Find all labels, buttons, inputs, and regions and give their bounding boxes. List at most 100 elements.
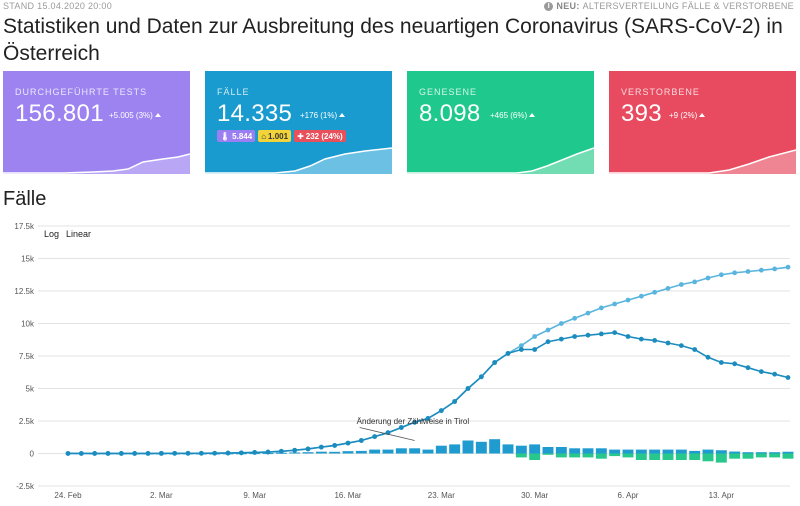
bar-new-cases [555,447,567,454]
bar-new-recovered [635,453,647,460]
active-cases-point [598,331,604,337]
y-tick-label: 7.5k [19,352,35,361]
active-cases-point [65,451,71,456]
total-cases-point [638,293,644,299]
card-recovered-label: GENESENE [419,87,478,97]
total-cases-point [625,297,631,303]
sparkline-tests [3,153,190,174]
bar-new-cases [489,439,501,454]
total-cases-point [572,315,578,321]
bar-new-recovered [742,453,754,459]
active-cases-point [105,451,111,456]
badge-hospital: ✚ 232 (24%) [294,130,346,142]
y-tick-label: 2.5k [19,417,35,426]
card-cases-value: 14.335 [217,100,293,127]
bar-new-recovered [689,453,701,460]
active-cases-point [652,338,658,343]
last-update-text: STAND 15.04.2020 20:00 [3,1,113,11]
bar-new-cases [622,449,634,454]
bar-new-recovered [729,453,741,459]
news-prefix: NEU: [556,1,580,11]
total-cases-point [718,272,724,278]
arrow-up-icon [154,113,161,117]
card-tests-value: 156.801 [15,100,104,127]
cases-badges: 🌡 5.844 ⌂ 1.001 ✚ 232 (24%) [217,130,346,142]
scale-toggle: Log Linear [44,229,91,239]
active-cases-point [145,450,151,456]
home-icon: ⌂ [261,131,267,141]
card-deaths[interactable]: VERSTORBENE 393 +9 (2%) [609,71,796,174]
bar-new-cases [342,451,354,454]
active-cases-point [545,339,551,345]
card-cases[interactable]: FÄLLE 14.335 +176 (1%) 🌡 5.844 ⌂ 1.001 ✚ 23… [205,71,392,174]
bar-new-cases [715,450,727,454]
active-cases-point [745,365,751,371]
active-cases-point [358,438,364,443]
bar-new-cases [635,449,647,454]
y-tick-label: 0 [30,450,35,459]
arrow-up-icon [529,113,536,117]
bar-new-recovered [609,453,621,457]
active-cases-point [572,334,578,339]
bar-new-cases [769,452,781,454]
arrow-up-icon [699,113,706,117]
annotation-text: Änderung der Zählweise in Tirol [357,417,470,426]
bar-new-cases [675,449,687,454]
card-recovered-delta: +465 (6%) [490,111,536,120]
bar-new-recovered [662,453,674,460]
bar-new-cases [369,449,381,454]
total-cases-point [772,266,778,272]
bar-new-cases [475,441,487,454]
active-cases-point [292,447,298,453]
bar-new-cases [609,449,621,454]
info-icon: i [544,1,554,11]
active-cases-point [625,334,631,339]
active-cases-point [172,450,178,456]
total-cases-point [545,327,551,333]
card-tests-label: DURCHGEFÜHRTE TESTS [15,87,148,97]
arrow-up-icon [339,113,346,117]
cases-chart: -2.5k 0 2.5k 5k 7.5k 10k 12.5k 15k 17.5k 24. Feb 2… [0,216,800,506]
active-cases-point [558,336,564,342]
active-cases-point [718,360,724,365]
scale-linear-button[interactable]: Linear [66,229,92,239]
news-link[interactable]: i NEU: ALTERSVERTEILUNG FÄLLE & VERSTORB… [544,1,794,11]
bar-new-recovered [515,453,527,458]
bar-new-cases [315,451,327,454]
bar-new-recovered [715,453,727,463]
active-cases-point [332,443,338,448]
card-recovered[interactable]: GENESENE 8.098 +465 (6%) [407,71,594,174]
bar-new-recovered [542,453,554,455]
bar-new-recovered [755,453,767,458]
bar-new-recovered [622,453,634,458]
active-cases-point [398,425,404,430]
active-cases-point [345,440,351,446]
active-cases-point [412,419,418,425]
x-tick-label: 16. Mar [334,491,361,500]
bar-new-cases [782,451,794,454]
active-cases-line [68,331,789,455]
card-tests[interactable]: DURCHGEFÜHRTE TESTS 156.801 +5.005 (3%) [3,71,190,174]
total-cases-point [532,334,538,339]
active-cases-point [238,450,244,456]
total-cases-point [705,275,711,281]
active-cases-point [252,450,258,455]
active-cases-point [638,336,644,342]
active-cases-point [158,450,164,456]
x-tick-label: 23. Mar [428,491,455,500]
bar-new-cases [449,444,461,454]
card-recovered-value: 8.098 [419,100,481,127]
bar-new-recovered [529,453,541,460]
bar-new-cases [729,451,741,454]
hospital-icon: ✚ [297,131,304,141]
active-cases-point [425,416,431,421]
bar-new-recovered [582,453,594,458]
bar-new-recovered [675,453,687,460]
active-cases-point [185,450,191,456]
active-cases-point [785,375,791,380]
scale-log-button[interactable]: Log [44,229,60,239]
bar-new-cases [649,449,661,454]
badge-icu: 🌡 5.844 [217,130,256,142]
sparkline-deaths [609,149,796,174]
active-cases-point [212,450,218,456]
